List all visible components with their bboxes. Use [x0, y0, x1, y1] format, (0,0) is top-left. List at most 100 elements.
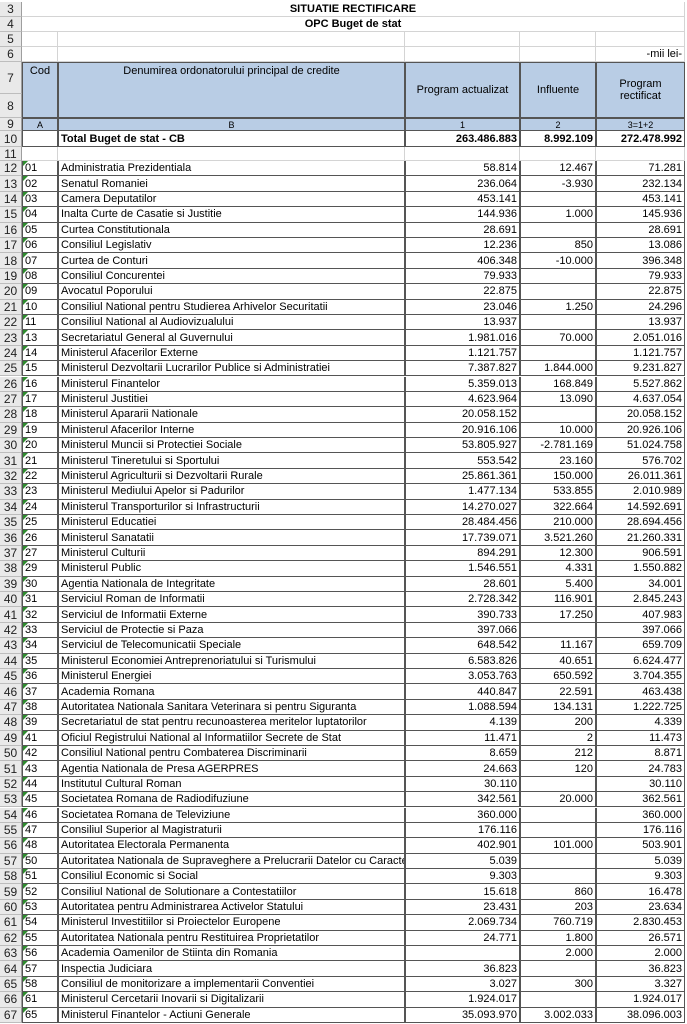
program-rectificat: 9.231.827	[596, 361, 685, 377]
institution-name: Ministerul Justitiei	[58, 391, 405, 408]
program-rectificat: 26.571	[596, 930, 685, 947]
program-rectificat: 30.110	[596, 776, 685, 793]
influente	[520, 961, 596, 977]
influente: 150.000	[520, 468, 596, 485]
program-actualizat: 648.542	[405, 638, 520, 654]
institution-name: Ministerul Agriculturii si Dezvoltarii R…	[58, 468, 405, 485]
influente: 120	[520, 761, 596, 777]
row-number: 49	[0, 730, 22, 746]
row-number: 7	[0, 62, 22, 94]
row-number: 37	[0, 545, 22, 562]
program-actualizat: 35.093.970	[405, 1007, 520, 1023]
influente: -2.781.169	[520, 438, 596, 454]
influente	[520, 853, 596, 870]
program-actualizat: 1.088.594	[405, 699, 520, 716]
institution-name: Consiliul de monitorizare a implementari…	[58, 976, 405, 993]
program-rectificat: 453.141	[596, 191, 685, 208]
code: 19	[22, 422, 58, 439]
row-number: 8	[0, 94, 22, 118]
total-label: Total Buget de stat - CB	[58, 131, 405, 147]
column-header: Influente	[520, 62, 596, 118]
program-actualizat: 3.027	[405, 976, 520, 993]
row-number: 21	[0, 299, 22, 315]
row-number: 59	[0, 884, 22, 900]
code: 39	[22, 715, 58, 731]
code: 30	[22, 576, 58, 592]
program-actualizat: 2.069.734	[405, 915, 520, 931]
row-number: 40	[0, 592, 22, 608]
code: 04	[22, 207, 58, 223]
influente: 116.901	[520, 592, 596, 608]
program-rectificat: 5.039	[596, 853, 685, 870]
column-header: Program actualizat	[405, 62, 520, 118]
influente: 23.160	[520, 453, 596, 469]
program-actualizat: 30.110	[405, 776, 520, 793]
institution-name: Ministerul Finantelor	[58, 376, 405, 392]
row-number: 51	[0, 761, 22, 777]
program-rectificat: 3.704.355	[596, 668, 685, 685]
influente	[520, 268, 596, 285]
program-rectificat: 51.024.758	[596, 438, 685, 454]
influente: 533.855	[520, 484, 596, 500]
column-letter: A	[22, 118, 58, 131]
program-actualizat: 5.359.013	[405, 376, 520, 392]
institution-name: Consiliul National pentru Combaterea Dis…	[58, 745, 405, 762]
program-actualizat: 13.937	[405, 314, 520, 331]
row-number: 43	[0, 638, 22, 654]
influente: 12.300	[520, 545, 596, 562]
program-rectificat: 2.845.243	[596, 592, 685, 608]
program-actualizat: 28.601	[405, 576, 520, 592]
code: 46	[22, 807, 58, 823]
code: 21	[22, 453, 58, 469]
program-rectificat: 20.058.152	[596, 407, 685, 423]
program-rectificat: 36.823	[596, 961, 685, 977]
code: 42	[22, 745, 58, 762]
column-letter: 1	[405, 118, 520, 131]
code: 34	[22, 638, 58, 654]
program-rectificat: 20.926.106	[596, 422, 685, 439]
institution-name: Autoritatea Electorala Permanenta	[58, 838, 405, 854]
code: 03	[22, 191, 58, 208]
institution-name: Autoritatea Nationala de Supraveghere a …	[58, 853, 405, 870]
institution-name: Agentia Nationala de Presa AGERPRES	[58, 761, 405, 777]
cell	[596, 32, 685, 47]
program-actualizat: 14.270.027	[405, 499, 520, 516]
row-number: 18	[0, 253, 22, 269]
institution-name: Consiliul Superior al Magistraturii	[58, 822, 405, 839]
row-number: 61	[0, 915, 22, 931]
code: 54	[22, 915, 58, 931]
column-header: Denumirea ordonatorului principal de cre…	[58, 62, 405, 118]
row-number: 39	[0, 576, 22, 592]
institution-name: Autoritatea pentru Administrarea Activel…	[58, 899, 405, 916]
institution-name: Ministerul Energiei	[58, 668, 405, 685]
influente: 13.090	[520, 391, 596, 408]
row-number: 38	[0, 561, 22, 577]
program-rectificat: 21.260.331	[596, 530, 685, 546]
institution-name: Institutul Cultural Roman	[58, 776, 405, 793]
program-actualizat: 79.933	[405, 268, 520, 285]
program-actualizat: 4.623.964	[405, 391, 520, 408]
program-actualizat: 12.236	[405, 237, 520, 254]
program-actualizat: 28.691	[405, 222, 520, 238]
code: 01	[22, 161, 58, 177]
code: 06	[22, 237, 58, 254]
program-rectificat: 4.637.054	[596, 391, 685, 408]
row-number: 26	[0, 376, 22, 392]
program-actualizat: 3.053.763	[405, 668, 520, 685]
influente	[520, 191, 596, 208]
code: 50	[22, 853, 58, 870]
program-actualizat: 402.901	[405, 838, 520, 854]
institution-name: Ministerul Finantelor - Actiuni Generale	[58, 1007, 405, 1023]
code: 51	[22, 869, 58, 885]
code: 13	[22, 330, 58, 346]
institution-name: Academia Oamenilor de Stiinta din Romani…	[58, 946, 405, 962]
institution-name: Ministerul Cercetarii Inovarii si Digita…	[58, 992, 405, 1008]
row-number: 42	[0, 622, 22, 639]
program-actualizat	[405, 946, 520, 962]
institution-name: Oficiul Registrului National al Informat…	[58, 730, 405, 746]
institution-name: Consiliul Economic si Social	[58, 869, 405, 885]
influente	[520, 622, 596, 639]
institution-name: Ministerul Investitiilor si Proiectelor …	[58, 915, 405, 931]
program-actualizat: 1.981.016	[405, 330, 520, 346]
institution-name: Serviciul de Telecomunicatii Speciale	[58, 638, 405, 654]
